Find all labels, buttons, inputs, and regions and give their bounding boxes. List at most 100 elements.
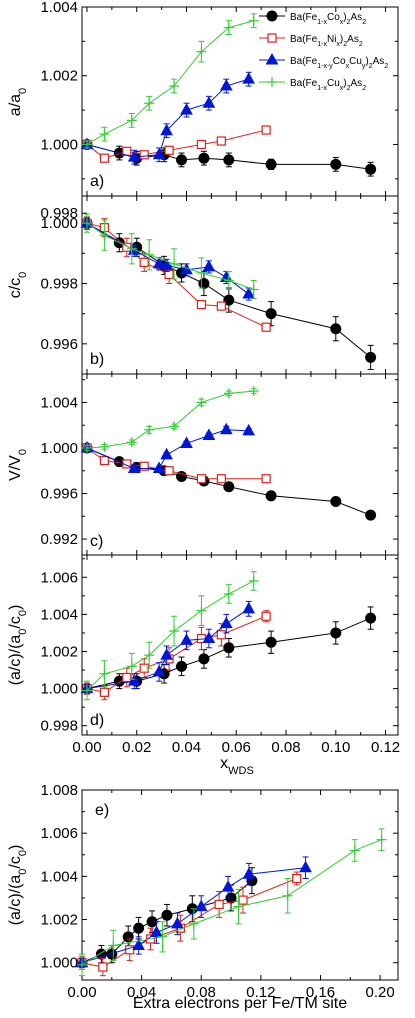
- series-CoCu: [80, 71, 256, 165]
- y-tick-label: 1.006: [40, 569, 78, 586]
- data-point: [198, 277, 210, 289]
- data-point: [292, 873, 302, 884]
- x-tick-label: 0.20: [366, 984, 395, 1001]
- data-point: [133, 922, 145, 934]
- y-axis-label: a/a0: [7, 88, 29, 116]
- data-point: [265, 636, 277, 648]
- data-point: [160, 447, 173, 460]
- data-point: [161, 909, 173, 921]
- data-point: [196, 300, 207, 310]
- data-point: [98, 962, 108, 972]
- data-point: [330, 323, 342, 335]
- data-point: [164, 145, 174, 155]
- x-tick-label: 0.04: [127, 984, 156, 1001]
- data-point: [176, 154, 188, 166]
- data-point: [223, 294, 235, 306]
- y-tick-label: 1.000: [40, 955, 78, 972]
- x-tick-label: 0.06: [222, 739, 251, 756]
- x-tick-label: 0.08: [187, 984, 216, 1001]
- y-tick-label: 1.000: [40, 440, 78, 457]
- y-tick-label: 1.004: [40, 868, 78, 885]
- series-Ni: [82, 610, 271, 701]
- data-point: [180, 633, 193, 645]
- plot-frame: [81, 554, 399, 736]
- data-point: [160, 648, 173, 660]
- series-Cu: [81, 571, 259, 701]
- y-tick-label: 1.000: [40, 215, 78, 232]
- data-point: [219, 78, 233, 91]
- data-point: [365, 509, 377, 521]
- series-Cu: [81, 13, 259, 150]
- data-point: [219, 422, 233, 435]
- x-tick-label: 0.10: [321, 739, 350, 756]
- y-tick-label: 1.002: [40, 643, 78, 660]
- data-point: [330, 495, 342, 507]
- series-line: [81, 839, 382, 966]
- legend: Ba(Fe1-xCox)2As2 Ba(Fe1-xNix)2As2 Ba(Fe1-x…: [259, 10, 388, 92]
- x-axis-label: Extra electrons per Fe/TM site: [133, 995, 347, 1012]
- series-Co: [81, 442, 377, 521]
- y-tick-label: 1.004: [40, 606, 78, 623]
- x-axis-label: xWDS: [220, 755, 254, 777]
- data-point: [127, 150, 141, 162]
- data-point: [261, 125, 271, 135]
- y-tick-label: 0.996: [40, 486, 78, 503]
- data-point: [198, 152, 210, 164]
- y-tick-label: 0.998: [40, 205, 78, 222]
- data-point: [330, 158, 342, 170]
- data-point: [152, 147, 166, 160]
- data-point: [261, 322, 271, 332]
- data-point: [202, 631, 216, 644]
- data-point: [365, 612, 377, 624]
- data-point: [139, 461, 149, 471]
- data-point: [180, 436, 193, 448]
- y-tick-label: 0.996: [40, 336, 78, 353]
- series-line: [86, 129, 267, 159]
- x-tick-label: 0.00: [67, 984, 96, 1001]
- series-Cu: [81, 213, 259, 300]
- chart-panel-1: 0.998 1.000 1.002 1.004 a/a0 a): [7, 0, 399, 222]
- data-point: [176, 660, 188, 672]
- x-tick-label: 0.16: [306, 984, 335, 1001]
- series-CoCu: [75, 856, 312, 968]
- series-Cu: [77, 828, 387, 977]
- data-point: [223, 642, 235, 654]
- data-point: [299, 860, 312, 873]
- data-point: [122, 931, 134, 943]
- series-CoCu: [80, 422, 256, 473]
- data-point: [127, 461, 141, 473]
- data-point: [194, 899, 208, 912]
- data-point: [152, 664, 166, 677]
- legend-label: Ba(Fe1-xCux)2As2: [290, 78, 366, 92]
- series-line: [86, 20, 254, 145]
- data-point: [122, 672, 132, 683]
- data-point: [150, 925, 163, 937]
- data-point: [99, 153, 109, 163]
- legend-marker: [266, 10, 278, 22]
- data-point: [202, 96, 216, 108]
- data-point: [242, 423, 256, 436]
- data-point: [160, 123, 173, 136]
- series-Cu: [81, 386, 259, 453]
- data-point: [127, 674, 141, 686]
- data-point: [216, 630, 226, 640]
- legend-marker: [265, 52, 279, 65]
- data-point: [202, 259, 216, 272]
- y-tick-label: 1.002: [40, 68, 78, 85]
- data-point: [265, 490, 277, 502]
- y-axis-label: (a/c)/(a0/c0): [7, 605, 29, 686]
- series-line: [86, 580, 254, 691]
- y-tick-label: 1.002: [40, 912, 78, 929]
- data-point: [221, 880, 235, 892]
- data-point: [261, 611, 271, 621]
- series-line: [86, 222, 254, 290]
- data-point: [171, 916, 184, 929]
- data-point: [122, 242, 132, 252]
- data-point: [152, 256, 166, 269]
- y-tick-label: 0.992: [40, 531, 78, 548]
- data-point: [164, 466, 174, 476]
- data-point: [202, 428, 216, 440]
- series-line: [86, 390, 254, 449]
- chart-panel-5: 0.00 0.04 0.08 0.12 0.16 0.20 1.000 1.002 1.004 1…: [7, 782, 399, 1012]
- x-tick-label: 0.02: [122, 739, 151, 756]
